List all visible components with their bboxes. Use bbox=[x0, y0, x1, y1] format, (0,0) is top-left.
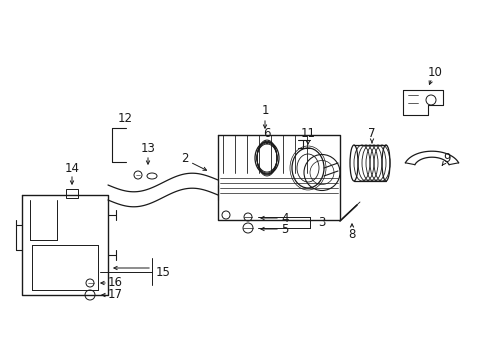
Text: 1: 1 bbox=[261, 104, 268, 117]
Text: 5: 5 bbox=[281, 222, 288, 235]
Text: 9: 9 bbox=[442, 152, 450, 165]
Text: 8: 8 bbox=[347, 229, 355, 242]
Text: 13: 13 bbox=[140, 141, 155, 154]
Text: 4: 4 bbox=[281, 212, 288, 225]
Bar bbox=[66, 189, 78, 198]
Text: 17: 17 bbox=[107, 288, 122, 302]
Text: 3: 3 bbox=[318, 216, 325, 229]
Text: 14: 14 bbox=[64, 162, 80, 175]
Text: 15: 15 bbox=[155, 266, 170, 279]
Text: 11: 11 bbox=[300, 126, 315, 140]
Text: 10: 10 bbox=[427, 66, 442, 78]
Text: 7: 7 bbox=[367, 126, 375, 140]
Text: 2: 2 bbox=[181, 152, 188, 165]
Text: 12: 12 bbox=[117, 112, 132, 125]
Text: 16: 16 bbox=[107, 276, 122, 289]
Text: 6: 6 bbox=[263, 126, 270, 140]
